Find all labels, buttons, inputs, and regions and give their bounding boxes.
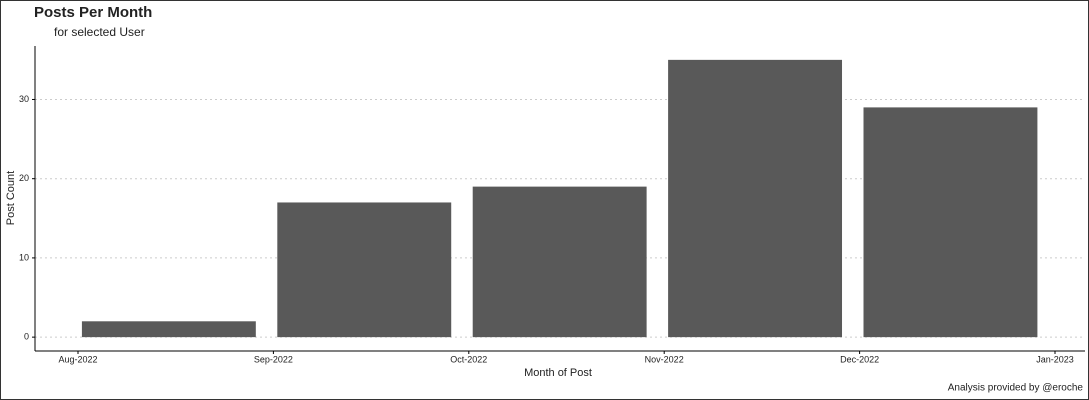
x-tick-label: Oct-2022 [450, 354, 487, 364]
y-tick-label: 10 [19, 252, 29, 262]
y-tick-label: 0 [24, 332, 29, 342]
y-tick-label: 20 [19, 173, 29, 183]
caption: Analysis provided by @eroche [948, 383, 1084, 394]
y-axis-title: Post Count [5, 171, 17, 225]
bar [668, 59, 843, 338]
x-tick-label: Dec-2022 [840, 354, 879, 364]
y-tick-label: 30 [19, 94, 29, 104]
x-tick-label: Aug-2022 [58, 354, 97, 364]
bar [277, 202, 452, 338]
x-tick-label: Nov-2022 [645, 354, 684, 364]
chart-subtitle: for selected User [54, 25, 145, 39]
chart-title: Posts Per Month [34, 4, 152, 21]
x-tick-label: Sep-2022 [254, 354, 293, 364]
bar [472, 186, 647, 338]
bar [863, 107, 1038, 338]
bar [81, 321, 256, 338]
x-axis-title: Month of Post [524, 367, 592, 379]
x-tick-label: Jan-2023 [1036, 354, 1074, 364]
